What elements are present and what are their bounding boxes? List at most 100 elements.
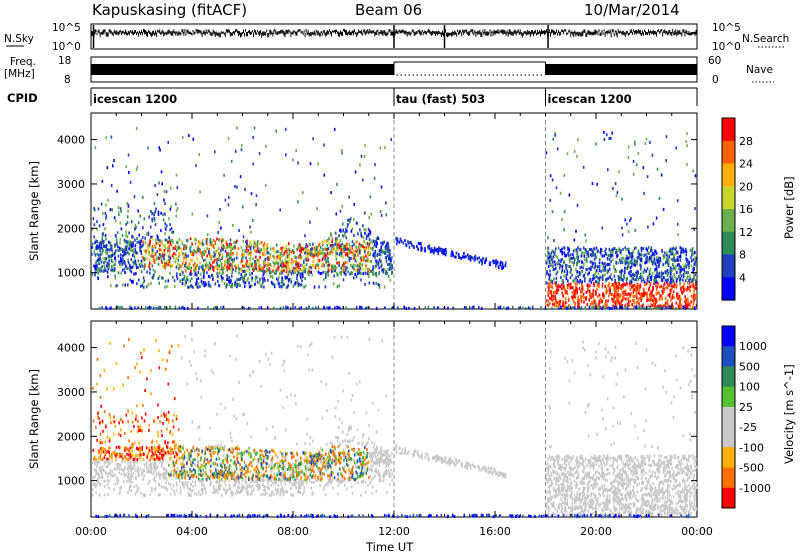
echo-cell (263, 277, 265, 281)
echo-cell (371, 270, 374, 274)
echo-cell (249, 225, 251, 229)
echo-cell (281, 271, 283, 275)
echo-cell (184, 252, 187, 256)
echo-cell (611, 258, 614, 262)
echo-cell (339, 238, 342, 242)
echo-cell (657, 257, 660, 261)
echo-cell (593, 276, 596, 280)
echo-cell (669, 291, 672, 295)
echo-cell (555, 276, 558, 280)
echo-cell (386, 271, 388, 275)
echo-cell (368, 272, 370, 276)
echo-cell (387, 263, 389, 266)
echo-cell (296, 281, 298, 285)
echo-cell (307, 258, 310, 262)
echo-cell (493, 259, 496, 263)
echo-cell (566, 283, 569, 287)
echo-cell (142, 281, 144, 285)
echo-cell (601, 226, 604, 230)
echo-cell (114, 259, 117, 263)
echo-cell (268, 267, 270, 271)
echo-cell (318, 242, 321, 246)
echo-cell (226, 268, 228, 272)
echo-cell (169, 239, 171, 243)
echo-cell (253, 267, 256, 271)
echo-cell (631, 255, 634, 259)
echo-cell (96, 259, 99, 263)
echo-cell (164, 222, 166, 226)
echo-cell (646, 291, 648, 295)
echo-cell (96, 269, 99, 273)
echo-cell (94, 267, 96, 271)
echo-cell (186, 276, 188, 279)
echo-cell (352, 263, 355, 267)
echo-cell (126, 202, 129, 205)
echo-cell (198, 153, 200, 156)
nsearch-top-tick: 10^5 (712, 22, 741, 34)
echo-cell (331, 265, 333, 269)
echo-cell (497, 306, 500, 310)
echo-cell (170, 239, 173, 242)
echo-cell (333, 247, 336, 251)
echo-cell (569, 276, 572, 280)
echo-cell (639, 275, 642, 279)
echo-cell (675, 265, 677, 269)
echo-cell (256, 276, 258, 280)
echo-cell (218, 253, 221, 257)
echo-cell (318, 258, 321, 262)
echo-cell (285, 261, 287, 265)
echo-cell (124, 283, 127, 287)
echo-cell (672, 263, 674, 266)
echo-cell (565, 267, 568, 271)
echo-cell (267, 262, 269, 265)
echo-cell (317, 247, 319, 251)
echo-cell (297, 246, 299, 250)
echo-cell (109, 208, 112, 212)
echo-cell (547, 246, 549, 250)
echo-cell (127, 261, 130, 265)
echo-cell (188, 134, 190, 137)
echo-cell (598, 302, 600, 306)
echo-cell (635, 246, 637, 250)
echo-cell (181, 282, 184, 285)
colorbar-swatch (722, 118, 735, 142)
echo-cell (574, 292, 577, 296)
echo-cell (355, 260, 358, 264)
echo-cell (572, 263, 575, 267)
echo-cell (639, 267, 642, 271)
echo-cell (93, 251, 96, 255)
echo-cell (284, 247, 286, 251)
echo-cell (603, 294, 605, 298)
echo-cell (660, 279, 663, 283)
echo-cell (369, 246, 372, 250)
echo-cell (671, 275, 673, 279)
power-cells (91, 113, 698, 311)
echo-cell (365, 267, 367, 271)
echo-cell (102, 223, 105, 227)
echo-cell (109, 241, 112, 245)
echo-cell (256, 484, 258, 488)
echo-cell (362, 178, 364, 182)
echo-cell (331, 355, 334, 359)
echo-cell (98, 306, 101, 310)
echo-cell (653, 305, 656, 309)
echo-cell (190, 266, 192, 270)
echo-cell (325, 248, 328, 251)
echo-cell (604, 304, 607, 308)
date-title: 10/Mar/2014 (584, 1, 680, 19)
echo-cell (551, 255, 554, 259)
echo-cell (688, 279, 690, 282)
echo-cell (368, 252, 371, 256)
echo-cell (387, 246, 389, 250)
echo-cell (566, 272, 569, 276)
echo-cell (104, 227, 106, 231)
nsearch-label: N.Search (742, 33, 789, 45)
echo-cell (107, 198, 109, 202)
echo-cell (609, 288, 611, 292)
echo-cell (640, 292, 642, 296)
echo-cell (263, 265, 266, 269)
echo-cell (365, 234, 368, 238)
echo-cell (624, 306, 627, 310)
echo-cell (356, 240, 358, 244)
echo-cell (645, 260, 648, 264)
